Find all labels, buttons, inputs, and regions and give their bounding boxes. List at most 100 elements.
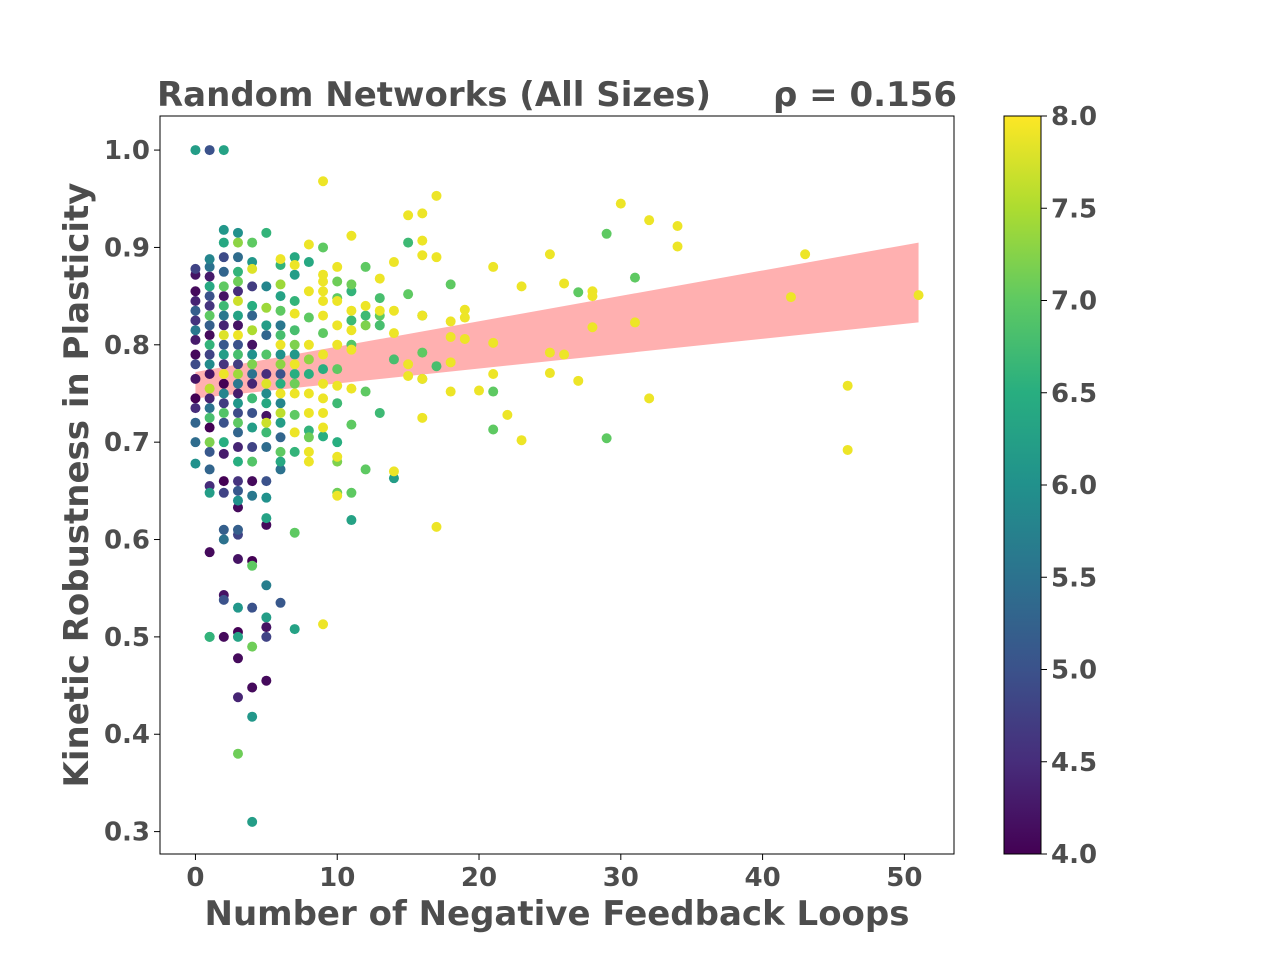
data-point (318, 276, 329, 287)
data-point (644, 393, 655, 404)
data-point (318, 176, 329, 187)
data-point (403, 237, 414, 248)
data-point (275, 254, 286, 265)
y-tick-label: 0.8 (104, 331, 150, 361)
data-point (261, 427, 272, 438)
data-point (218, 281, 229, 292)
data-point (247, 359, 258, 370)
data-point (190, 334, 201, 345)
data-point (247, 300, 258, 311)
data-point (388, 354, 399, 365)
data-point (218, 378, 229, 389)
data-point (190, 437, 201, 448)
data-point (289, 369, 300, 380)
data-point (289, 527, 300, 538)
data-point (232, 378, 243, 389)
data-point (672, 221, 683, 232)
x-tick-label: 0 (186, 863, 204, 893)
data-point (218, 237, 229, 248)
data-point (218, 594, 229, 605)
data-point (388, 257, 399, 268)
x-axis-ticks: 0 10 20 30 40 50 (186, 854, 922, 893)
data-point (232, 748, 243, 759)
data-point (218, 145, 229, 156)
data-point (218, 339, 229, 350)
data-point (261, 378, 272, 389)
data-point (275, 398, 286, 409)
y-tick-label: 0.9 (104, 233, 150, 263)
data-point (261, 580, 272, 591)
x-tick-label: 50 (886, 863, 922, 893)
data-point (303, 312, 314, 323)
data-point (318, 349, 329, 360)
data-point (318, 393, 329, 404)
y-tick-label: 0.5 (104, 623, 150, 653)
data-point (204, 369, 215, 380)
data-point (190, 417, 201, 428)
data-point (303, 446, 314, 457)
data-point (190, 263, 201, 274)
data-point (218, 407, 229, 418)
data-point (474, 385, 485, 396)
data-point (289, 378, 300, 389)
data-point (261, 631, 272, 642)
data-point (204, 403, 215, 414)
data-point (218, 252, 229, 263)
trend-confidence-band (195, 242, 919, 399)
data-point (232, 524, 243, 535)
data-point (204, 412, 215, 423)
data-point (403, 359, 414, 370)
data-point (346, 344, 357, 355)
data-point (247, 325, 258, 336)
data-point (573, 287, 584, 298)
colorbar-tick-label: 7.0 (1051, 287, 1097, 317)
data-point (289, 339, 300, 350)
data-point (275, 291, 286, 302)
colorbar-tick-label: 5.0 (1051, 656, 1097, 686)
data-point (232, 286, 243, 297)
colorbar-gradient (1003, 115, 1042, 855)
data-point (204, 464, 215, 475)
data-point (488, 369, 499, 380)
data-point (247, 310, 258, 321)
colorbar-tick-label: 4.0 (1051, 840, 1097, 870)
data-point (289, 325, 300, 336)
data-point (204, 254, 215, 265)
data-point (247, 369, 258, 380)
x-tick-label: 30 (603, 863, 639, 893)
data-point (488, 337, 499, 348)
data-point (913, 290, 924, 301)
data-point (218, 524, 229, 535)
data-point (445, 279, 456, 290)
data-point (232, 227, 243, 238)
data-point (232, 359, 243, 370)
data-point (346, 383, 357, 394)
data-point (204, 310, 215, 321)
data-point (332, 490, 343, 501)
data-point (417, 412, 428, 423)
data-point (346, 305, 357, 316)
data-point (289, 359, 300, 370)
data-point (516, 435, 527, 446)
data-point (544, 368, 555, 379)
data-point (275, 305, 286, 316)
data-point (261, 302, 272, 313)
data-point (261, 398, 272, 409)
data-point (232, 407, 243, 418)
data-point (573, 375, 584, 386)
data-point (218, 437, 229, 448)
data-point (204, 547, 215, 558)
data-point (261, 320, 272, 331)
data-point (190, 373, 201, 384)
data-point (800, 249, 811, 260)
x-tick-label: 40 (744, 863, 780, 893)
data-point (318, 328, 329, 339)
data-point (275, 407, 286, 418)
data-point (360, 300, 371, 311)
data-point (275, 320, 286, 331)
data-point (374, 273, 385, 284)
data-point (332, 295, 343, 306)
data-point (247, 349, 258, 360)
data-point (275, 339, 286, 350)
